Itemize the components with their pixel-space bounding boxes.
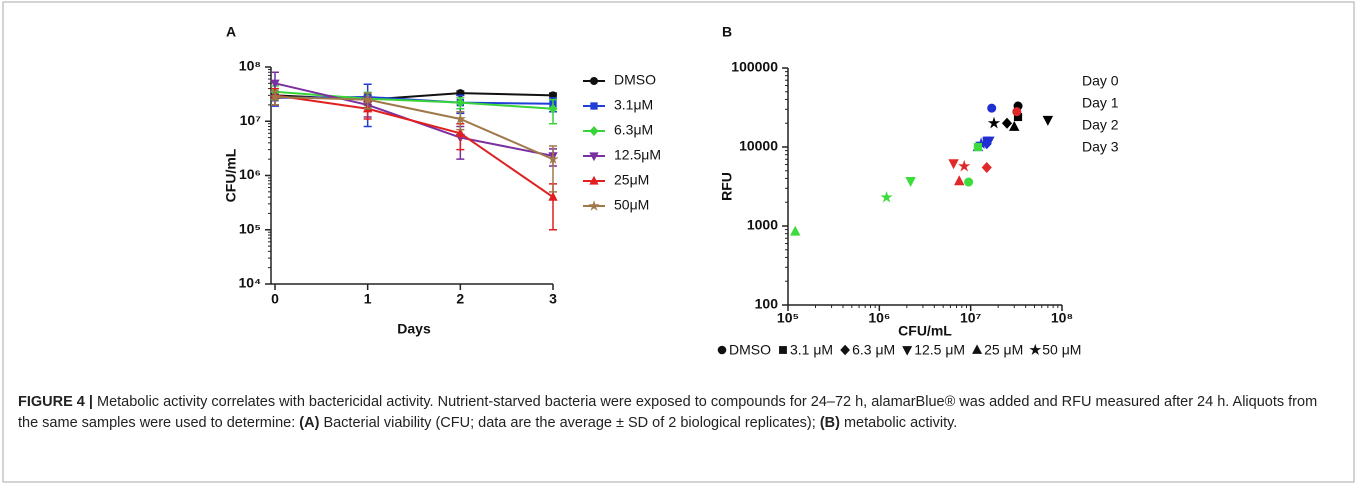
legend-marker	[589, 152, 599, 162]
data-point	[269, 91, 281, 102]
caption-ref: (A)	[299, 415, 320, 431]
data-point	[455, 97, 465, 108]
legend-label: Day 0	[1082, 73, 1119, 89]
scatter-point	[880, 190, 893, 203]
y-tick-label: 10⁴	[239, 275, 262, 291]
scatter-point	[958, 159, 971, 172]
data-point	[548, 103, 558, 114]
scatter-point	[981, 161, 992, 174]
y-axis-title: RFU	[719, 172, 735, 201]
legend-label: 12.5μM	[614, 147, 661, 163]
scatter-point	[790, 225, 801, 236]
legend-label: 12.5 μM	[914, 342, 965, 358]
legend-label: 50 μM	[1042, 342, 1081, 358]
scatter-point	[1001, 117, 1013, 129]
legend-label: 25μM	[614, 172, 649, 188]
legend-label: Day 3	[1082, 139, 1119, 155]
legend-label: 50μM	[614, 197, 649, 213]
caption-text: Metabolic activity correlates with bacte…	[18, 394, 1318, 431]
y-tick-label: 100000	[731, 59, 778, 75]
data-point	[270, 79, 280, 89]
y-tick-label: 10⁸	[239, 58, 261, 74]
legend-marker	[717, 345, 727, 355]
legend-marker	[590, 102, 598, 110]
data-point	[454, 113, 466, 124]
x-axis-title: Days	[397, 321, 431, 337]
x-tick-label: 10⁷	[960, 310, 982, 326]
legend-label: DMSO	[614, 72, 656, 88]
data-point	[548, 191, 558, 201]
caption-label: FIGURE 4 |	[18, 394, 93, 410]
x-tick-label: 3	[549, 291, 557, 307]
data-point	[455, 128, 466, 137]
legend-label: 25 μM	[984, 342, 1023, 358]
legend-marker	[589, 126, 599, 136]
legend-label: Day 1	[1082, 95, 1119, 111]
scatter-point	[905, 177, 916, 187]
series-line	[274, 90, 554, 110]
series-line	[274, 94, 554, 198]
legend-marker	[840, 344, 850, 356]
scatter-point	[954, 175, 965, 186]
x-axis-title: CFU/mL	[898, 323, 952, 339]
legend-marker	[589, 175, 599, 185]
x-tick-label: 10⁸	[1051, 310, 1073, 326]
scatter-point	[964, 177, 974, 187]
x-tick-label: 2	[456, 291, 464, 307]
y-tick-label: 10⁵	[239, 220, 261, 236]
caption-text: metabolic activity.	[839, 415, 958, 431]
y-axis-title: CFU/mL	[223, 148, 239, 202]
caption-ref: (B)	[819, 415, 840, 431]
scatter-point	[1009, 120, 1020, 131]
legend-label: 3.1μM	[614, 97, 653, 113]
caption-text: Bacterial viability (CFU; data are the a…	[319, 415, 820, 431]
y-tick-label: 100	[755, 296, 779, 312]
x-tick-label: 10⁵	[777, 310, 799, 326]
scatter-point	[987, 103, 997, 113]
scatter-point	[987, 116, 1001, 129]
scatter-point	[984, 136, 995, 147]
y-tick-label: 1000	[747, 217, 778, 233]
legend-marker	[779, 346, 787, 354]
panel-label: A	[226, 24, 236, 40]
caption: FIGURE 4 | Metabolic activity correlates…	[18, 392, 1338, 434]
scatter-point	[973, 142, 982, 152]
series-line	[274, 95, 554, 161]
legend-label: 6.3 μM	[852, 342, 895, 358]
legend-label: Day 2	[1082, 117, 1119, 133]
legend-marker	[590, 77, 598, 85]
data-point	[547, 153, 559, 164]
legend-marker	[902, 346, 913, 356]
scatter-point	[1012, 107, 1022, 117]
panel-label: B	[722, 24, 732, 40]
x-tick-label: 0	[271, 291, 279, 307]
legend-label: 3.1 μM	[790, 342, 833, 358]
scatter-point	[1042, 115, 1054, 126]
legend-marker	[1029, 343, 1042, 356]
legend-label: 6.3μM	[614, 122, 653, 138]
scatter-point	[948, 159, 959, 170]
y-tick-label: 10⁶	[239, 166, 261, 182]
x-tick-label: 10⁶	[868, 310, 890, 326]
y-tick-label: 10000	[739, 138, 778, 154]
legend-marker	[972, 344, 983, 354]
legend-marker	[588, 200, 600, 211]
data-point	[362, 93, 374, 105]
x-tick-label: 1	[364, 291, 372, 307]
legend-label: DMSO	[729, 342, 771, 358]
y-tick-label: 10⁷	[240, 112, 262, 128]
